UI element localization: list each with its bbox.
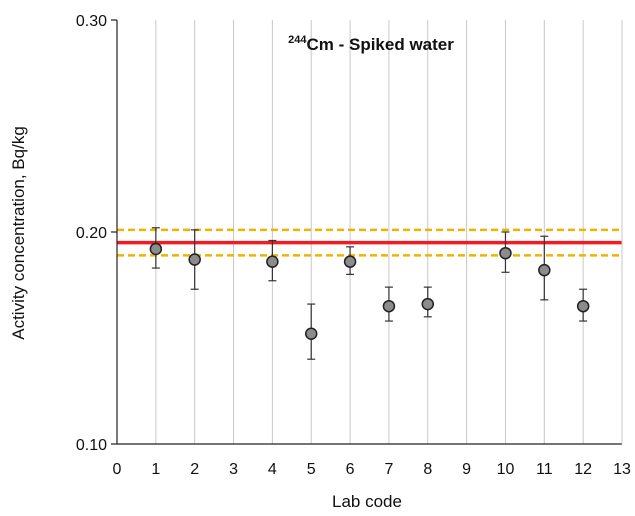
data-point-group: [304, 303, 318, 360]
data-point-marker: [304, 327, 318, 341]
chart-title-text: Cm - Spiked water: [306, 35, 454, 54]
x-tick-label: 12: [574, 461, 592, 478]
data-point-marker: [576, 299, 590, 313]
data-point-marker: [421, 297, 435, 311]
points-layer: [149, 227, 590, 360]
data-point-group: [576, 288, 590, 322]
x-tick-label: 13: [613, 461, 631, 478]
data-point-group: [266, 239, 279, 282]
chart-title: 244Cm - Spiked water: [288, 34, 454, 54]
x-axis-title: Lab code: [332, 492, 402, 511]
y-tick-label: 0.10: [76, 437, 107, 454]
y-tick-label: 0.20: [76, 225, 107, 242]
x-tick-label: 3: [229, 461, 238, 478]
x-tick-label: 0: [113, 461, 122, 478]
data-point-group: [149, 227, 163, 269]
y-tick-label: 0.30: [76, 13, 107, 30]
data-point-group: [499, 231, 512, 273]
data-point-marker: [499, 246, 512, 260]
x-tick-label: 9: [462, 461, 471, 478]
data-point-marker: [538, 263, 551, 277]
x-tick-label: 6: [346, 461, 355, 478]
reference-band-layer: [117, 228, 622, 257]
data-point-marker: [266, 255, 279, 268]
data-point-group: [188, 229, 201, 290]
x-tick-label: 10: [497, 461, 515, 478]
data-point-marker: [149, 242, 163, 256]
x-tick-label: 8: [423, 461, 432, 478]
data-point-group: [343, 246, 357, 275]
data-point-group: [382, 286, 396, 322]
chart-title-superscript: 244: [288, 34, 307, 46]
data-point-marker: [382, 299, 396, 313]
tick-labels-layer: 0.100.200.300 1 2 3 4 5 6 7 8 9 10 11 12 13: [76, 13, 631, 478]
data-point-marker: [188, 253, 201, 266]
y-axis-title: Activity concentration, Bq/kg: [9, 126, 28, 340]
x-tick-label: 2: [190, 461, 199, 478]
axes-layer: [111, 19, 623, 445]
x-tick-label: 5: [307, 461, 316, 478]
data-point-marker: [343, 255, 357, 268]
x-tick-label: 1: [151, 461, 160, 478]
x-tick-label: 7: [384, 461, 393, 478]
data-point-group: [421, 286, 435, 318]
x-tick-label: 11: [536, 461, 553, 478]
data-point-group: [538, 235, 551, 301]
x-tick-label: 4: [268, 461, 277, 478]
